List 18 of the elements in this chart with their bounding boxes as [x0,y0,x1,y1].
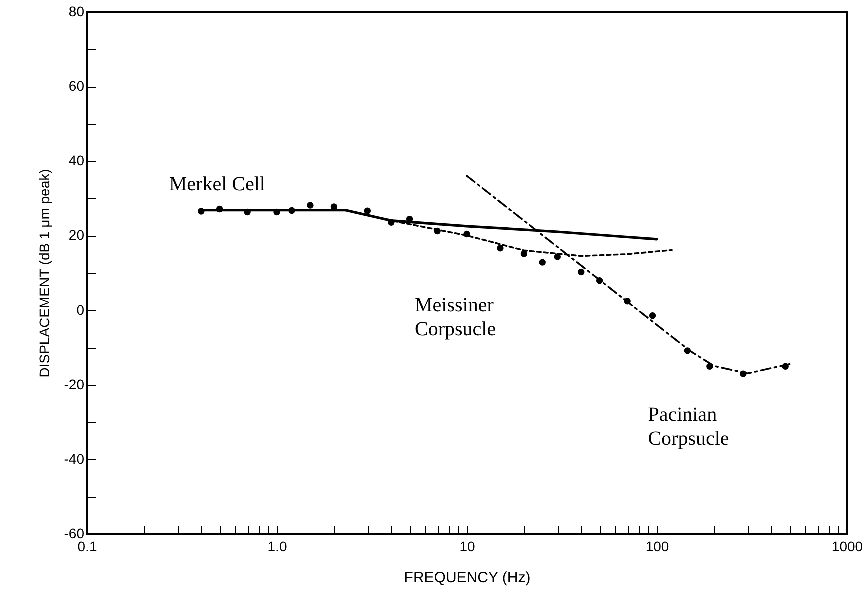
series-label: Merkel Cell [169,173,266,196]
y-tick-label: -20 [64,376,85,392]
y-tick-label: 40 [68,152,85,169]
y-tick-label: 80 [68,4,85,20]
y-tick-label: -60 [64,526,85,542]
y-tick-label: 60 [68,78,85,94]
y-tick-label: -40 [64,450,85,467]
y-axis-title: DISPLACEMENT (dB 1 μm peak) [36,169,52,378]
x-tick-label: 1.0 [268,538,288,554]
y-tick-label: 0 [76,302,85,318]
x-tick-label: 10 [460,538,476,554]
text: Meissiner Corpsucle [415,294,496,341]
x-axis-title: FREQUENCY (Hz) [404,570,531,586]
series-label: Pacinian Corpsucle [648,404,730,450]
x-tick-label: 0.1 [78,538,98,554]
x-tick-label: 1000 [832,538,864,554]
y-tick-label: 20 [68,227,85,244]
x-tick-label: 100 [646,538,670,554]
